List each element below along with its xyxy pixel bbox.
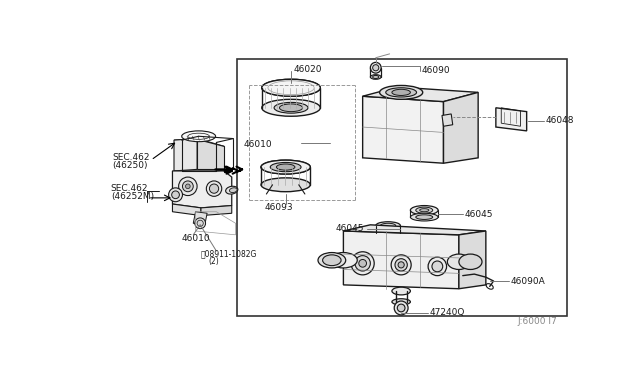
Ellipse shape bbox=[230, 188, 237, 193]
Polygon shape bbox=[363, 96, 444, 163]
Ellipse shape bbox=[392, 89, 410, 96]
Ellipse shape bbox=[261, 160, 310, 174]
Circle shape bbox=[206, 181, 221, 196]
Polygon shape bbox=[172, 171, 232, 208]
Ellipse shape bbox=[182, 131, 216, 142]
Ellipse shape bbox=[410, 206, 438, 215]
Ellipse shape bbox=[280, 104, 303, 112]
Polygon shape bbox=[174, 139, 224, 148]
Ellipse shape bbox=[392, 287, 410, 295]
Text: 46010: 46010 bbox=[243, 140, 272, 149]
Text: (46252M): (46252M) bbox=[111, 192, 154, 201]
Circle shape bbox=[395, 259, 407, 271]
Ellipse shape bbox=[371, 75, 381, 79]
Ellipse shape bbox=[274, 102, 308, 113]
Ellipse shape bbox=[262, 79, 320, 96]
Circle shape bbox=[168, 188, 182, 202]
Circle shape bbox=[351, 252, 374, 275]
Ellipse shape bbox=[318, 253, 346, 268]
Circle shape bbox=[428, 257, 447, 276]
Polygon shape bbox=[344, 231, 459, 289]
Circle shape bbox=[432, 261, 443, 272]
Circle shape bbox=[186, 184, 190, 189]
Text: 46045: 46045 bbox=[464, 209, 493, 218]
Ellipse shape bbox=[416, 207, 433, 213]
Polygon shape bbox=[174, 139, 197, 171]
Text: SEC.462: SEC.462 bbox=[111, 184, 148, 193]
Ellipse shape bbox=[380, 223, 396, 228]
Ellipse shape bbox=[392, 299, 410, 305]
Circle shape bbox=[209, 184, 219, 193]
Text: J:6000 I7: J:6000 I7 bbox=[518, 317, 557, 326]
Circle shape bbox=[359, 260, 367, 267]
Polygon shape bbox=[172, 204, 201, 216]
Circle shape bbox=[398, 262, 404, 268]
Text: 46093: 46093 bbox=[264, 203, 292, 212]
Ellipse shape bbox=[376, 222, 401, 230]
Circle shape bbox=[371, 62, 381, 73]
Ellipse shape bbox=[459, 254, 482, 269]
Ellipse shape bbox=[323, 255, 341, 266]
Circle shape bbox=[179, 177, 197, 196]
Circle shape bbox=[182, 181, 193, 192]
Ellipse shape bbox=[262, 79, 320, 96]
Ellipse shape bbox=[380, 86, 422, 99]
Polygon shape bbox=[442, 114, 452, 126]
Ellipse shape bbox=[447, 254, 470, 269]
Ellipse shape bbox=[270, 163, 301, 172]
Circle shape bbox=[372, 65, 379, 71]
Text: (2): (2) bbox=[209, 257, 220, 266]
Ellipse shape bbox=[410, 213, 438, 221]
Circle shape bbox=[355, 256, 371, 271]
Ellipse shape bbox=[276, 164, 295, 170]
Circle shape bbox=[397, 304, 405, 312]
Ellipse shape bbox=[386, 88, 417, 97]
Polygon shape bbox=[459, 231, 486, 289]
Ellipse shape bbox=[420, 209, 429, 212]
Polygon shape bbox=[201, 206, 232, 216]
Ellipse shape bbox=[416, 215, 433, 219]
Ellipse shape bbox=[261, 178, 310, 192]
Polygon shape bbox=[193, 212, 207, 225]
Ellipse shape bbox=[226, 186, 238, 194]
Text: 46090: 46090 bbox=[422, 66, 451, 75]
Bar bbox=[237, 59, 566, 317]
Circle shape bbox=[172, 191, 179, 199]
Text: (46250): (46250) bbox=[113, 161, 148, 170]
Text: 47240Q: 47240Q bbox=[429, 308, 465, 317]
Ellipse shape bbox=[261, 160, 310, 174]
Polygon shape bbox=[197, 139, 224, 169]
Ellipse shape bbox=[376, 229, 401, 236]
Polygon shape bbox=[363, 87, 478, 102]
Text: 46020: 46020 bbox=[293, 65, 322, 74]
Polygon shape bbox=[344, 225, 486, 235]
Text: 46048: 46048 bbox=[545, 116, 573, 125]
Circle shape bbox=[394, 301, 408, 315]
Text: 46090A: 46090A bbox=[511, 276, 545, 286]
Circle shape bbox=[195, 218, 205, 229]
Text: 46010: 46010 bbox=[182, 234, 211, 243]
Ellipse shape bbox=[372, 76, 379, 78]
Text: ⓝ08911-1082G: ⓝ08911-1082G bbox=[201, 250, 257, 259]
Text: SEC.462: SEC.462 bbox=[113, 153, 150, 162]
Ellipse shape bbox=[330, 253, 357, 268]
Text: 46045: 46045 bbox=[336, 224, 364, 233]
Polygon shape bbox=[444, 92, 478, 163]
Circle shape bbox=[391, 255, 411, 275]
Ellipse shape bbox=[262, 99, 320, 116]
Polygon shape bbox=[496, 108, 527, 131]
